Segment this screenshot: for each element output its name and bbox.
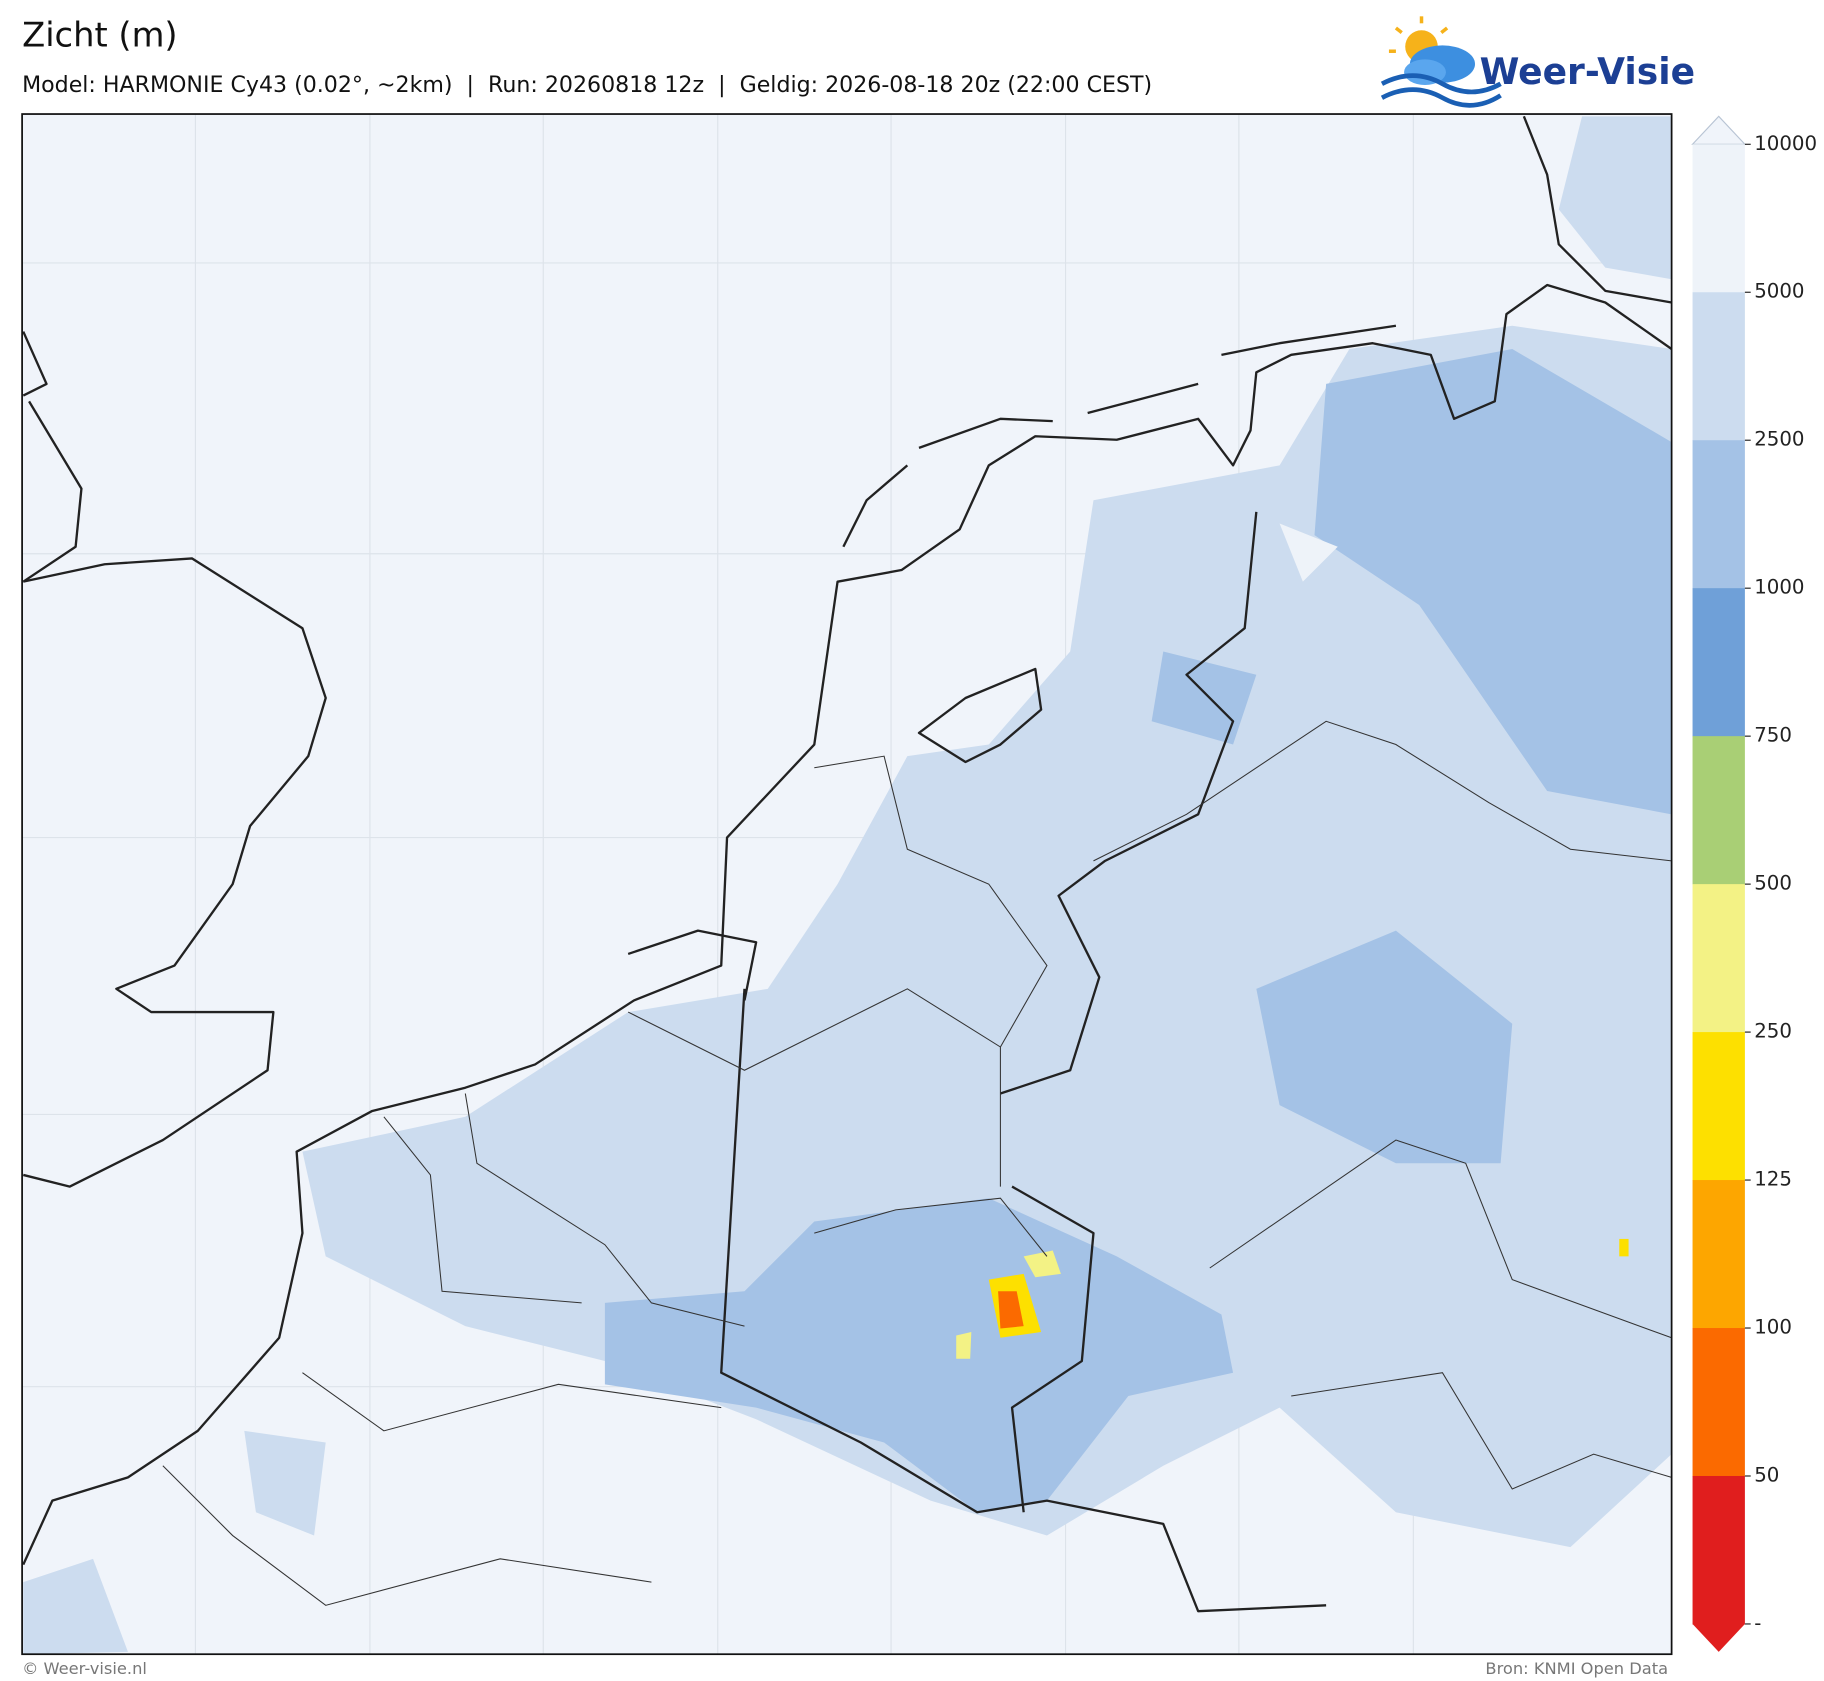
subtitle: Model: HARMONIE Cy43 (0.02°, ~2km) | Run… [22,72,1152,98]
colorbar-segment [1692,440,1745,589]
visibility-field [23,116,1672,1655]
colorbar-segment [1692,144,1745,293]
colorbar-label: - [1754,1611,1761,1634]
colorbar-extend-bottom [1692,1623,1745,1652]
colorbar-label: 100 [1754,1316,1792,1339]
colorbar: 10000 5000 2500 1000 750 500 250 125 100 50 - [1691,115,1817,1652]
colorbar-segment [1692,736,1745,885]
colorbar-extend-top [1691,115,1747,145]
colorbar-label: 5000 [1754,280,1804,303]
logo-text: Weer-Visie [1480,51,1695,93]
colorbar-segment [1692,884,1745,1033]
footer-right: Bron: KNMI Open Data [1485,1659,1668,1678]
colorbar-label: 10000 [1754,132,1817,155]
colorbar-label: 2500 [1754,428,1804,451]
colorbar-segment [1692,1328,1745,1477]
logo: Weer-Visie [1380,16,1695,108]
colorbar-segment [1692,1180,1745,1329]
footer-left: © Weer-visie.nl [22,1659,147,1678]
colorbar-label: 1000 [1754,576,1804,599]
colorbar-label: 50 [1754,1463,1779,1486]
title: Zicht (m) [22,16,177,55]
colorbar-segment [1692,588,1745,737]
colorbar-label: 250 [1754,1020,1792,1043]
colorbar-label: 125 [1754,1168,1792,1191]
colorbar-segment [1692,1032,1745,1181]
colorbar-segment [1692,292,1745,441]
colorbar-label: 500 [1754,872,1792,895]
colorbar-segment [1692,1475,1745,1625]
colorbar-label: 750 [1754,724,1792,747]
map [21,113,1673,1656]
